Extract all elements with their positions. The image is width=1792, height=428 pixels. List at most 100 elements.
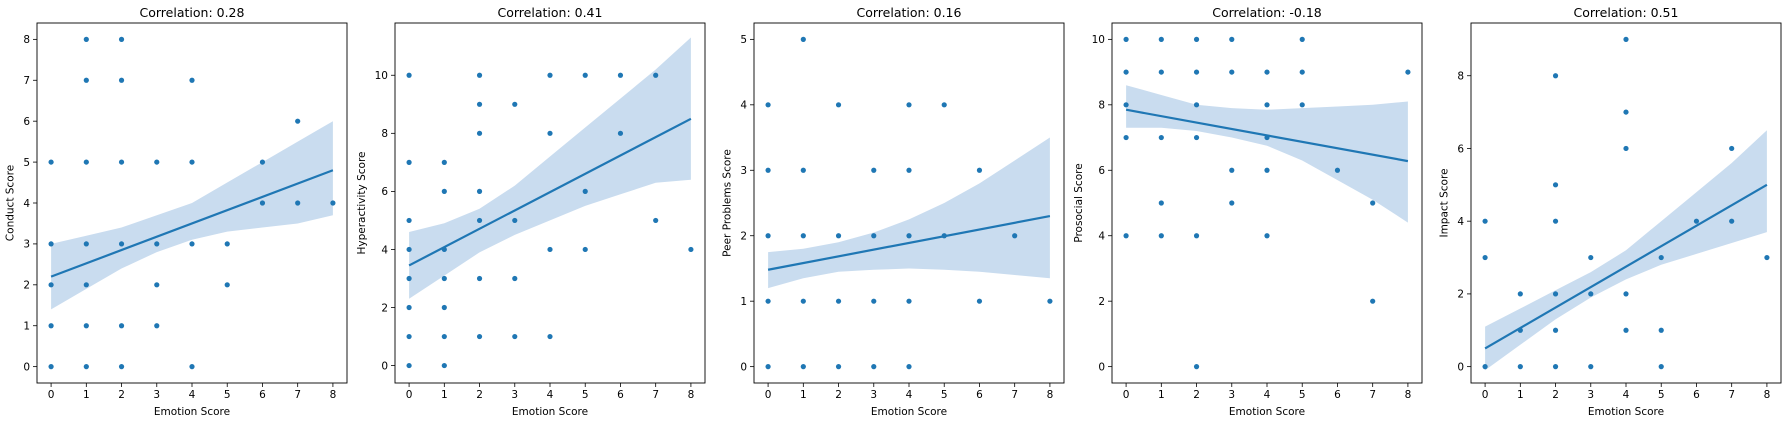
data-point <box>765 233 771 239</box>
data-point <box>765 102 771 108</box>
data-point <box>1623 291 1629 297</box>
data-point <box>688 246 694 253</box>
x-tick-label: 0 <box>1482 389 1489 401</box>
x-tick-label: 1 <box>1158 389 1165 401</box>
y-axis-label: Prosocial Score <box>1073 163 1085 242</box>
data-point <box>512 275 518 282</box>
x-tick-label: 2 <box>1552 389 1559 401</box>
y-tick-label: 5 <box>740 34 747 46</box>
data-point <box>1552 73 1559 79</box>
x-axis-label: Emotion Score <box>512 406 588 418</box>
data-point <box>118 77 125 83</box>
data-point <box>476 188 483 194</box>
y-tick-label: 0 <box>740 361 747 373</box>
data-point <box>118 159 125 165</box>
subplot-5: 0 1 2 3 4 5 6 7 8 0 2 4 6 8 Correlation: 0.51 Emotion S… <box>1439 5 1782 418</box>
data-point <box>1729 218 1735 224</box>
x-tick-label: 7 <box>1369 389 1376 401</box>
x-tick-label: 1 <box>83 389 90 401</box>
data-point <box>1264 69 1270 75</box>
y-axis-label: Conduct Score <box>5 165 17 241</box>
y-tick-label: 2 <box>381 302 388 314</box>
x-tick-label: 8 <box>688 389 695 401</box>
data-point <box>1158 134 1164 141</box>
data-point <box>330 200 336 206</box>
data-point <box>547 72 553 78</box>
data-point <box>1193 69 1200 75</box>
x-tick-label: 8 <box>1764 389 1771 401</box>
data-point <box>1623 109 1629 115</box>
x-tick-label: 3 <box>153 389 160 401</box>
data-point <box>406 275 412 282</box>
x-tick-label: 2 <box>118 389 125 401</box>
data-point <box>1158 200 1164 206</box>
confidence-band <box>51 121 333 310</box>
x-tick-label: 7 <box>294 389 301 401</box>
data-point <box>83 364 89 370</box>
data-point <box>617 130 624 136</box>
data-point <box>1370 200 1376 206</box>
x-tick-label: 7 <box>1011 389 1018 401</box>
data-point <box>154 282 160 288</box>
data-point <box>835 233 842 239</box>
data-point <box>1012 233 1018 239</box>
subplot-4: 0 1 2 3 4 5 6 7 8 0 2 4 6 8 10 Correlation: -0.18 Emotio… <box>1073 5 1423 418</box>
subplot-2: 0 1 2 3 4 5 6 7 8 0 2 4 6 8 10 Correlation: 0.41 Emotion… <box>356 5 706 418</box>
x-tick-label: 6 <box>976 389 983 401</box>
data-point <box>512 101 518 107</box>
subplot-3: 0 1 2 3 4 5 6 7 8 0 1 2 3 4 5 Correlation: 0.16 Emotion … <box>722 5 1065 418</box>
y-tick-label: 0 <box>1457 361 1464 373</box>
data-point <box>259 159 266 165</box>
regression-line <box>408 117 692 267</box>
data-point <box>83 77 89 83</box>
x-tick-label: 0 <box>765 389 772 401</box>
x-tick-label: 8 <box>330 389 337 401</box>
data-point <box>1193 233 1200 239</box>
data-point <box>406 72 412 78</box>
data-point <box>1047 298 1053 304</box>
data-point <box>441 333 447 340</box>
data-point <box>476 101 483 107</box>
data-point <box>1729 145 1735 152</box>
data-point <box>941 102 947 108</box>
y-tick-label: 2 <box>1098 296 1105 308</box>
x-tick-label: 6 <box>1334 389 1341 401</box>
data-point <box>1299 69 1305 75</box>
data-point <box>1264 233 1270 239</box>
data-point <box>406 217 412 224</box>
x-tick-label: 5 <box>582 389 589 401</box>
y-tick-label: 1 <box>740 296 747 308</box>
data-point <box>118 323 125 329</box>
data-point <box>1123 36 1129 42</box>
x-tick-label: 6 <box>617 389 624 401</box>
data-point <box>906 233 912 239</box>
y-tick-label: 0 <box>23 361 30 373</box>
data-point <box>582 246 588 253</box>
data-point <box>1693 218 1700 224</box>
data-point <box>1264 167 1270 173</box>
data-point <box>512 217 518 224</box>
x-tick-label: 5 <box>1299 389 1306 401</box>
data-point <box>800 364 806 370</box>
data-point <box>653 72 659 78</box>
x-tick-label: 3 <box>1228 389 1235 401</box>
data-point <box>906 298 912 304</box>
data-point <box>48 282 54 288</box>
data-point <box>83 323 89 329</box>
data-point <box>1405 69 1411 75</box>
data-point <box>224 241 230 247</box>
y-tick-label: 10 <box>1092 34 1105 46</box>
data-point <box>1552 291 1559 297</box>
y-tick-label: 6 <box>1457 143 1464 155</box>
x-tick-label: 2 <box>476 389 483 401</box>
x-axis-label: Emotion Score <box>871 406 947 418</box>
y-axis-label: Peer Problems Score <box>722 149 734 257</box>
data-point <box>976 167 983 173</box>
data-point <box>441 188 447 194</box>
chart-title: Correlation: 0.28 <box>140 5 245 20</box>
data-point <box>1588 254 1594 261</box>
chart-title: Correlation: 0.51 <box>1574 5 1679 20</box>
data-point <box>48 364 54 370</box>
